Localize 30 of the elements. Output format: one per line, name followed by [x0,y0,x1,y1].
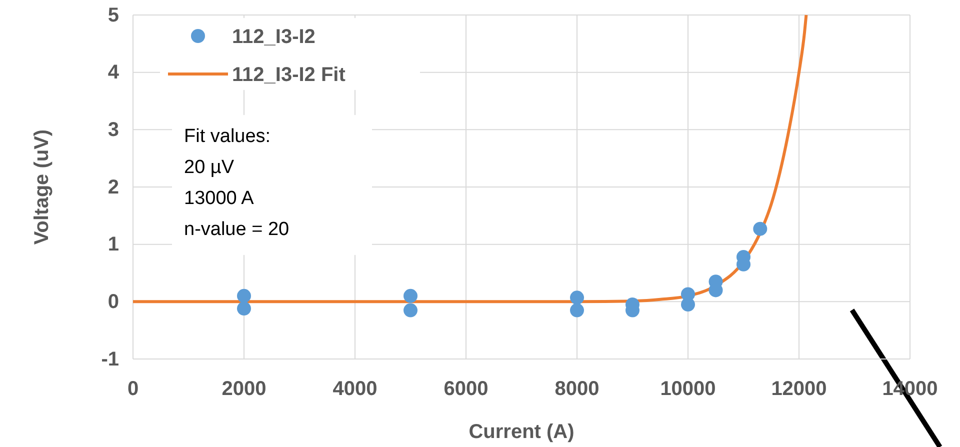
annotation: 20 µV [184,157,234,178]
point [570,303,584,318]
x-tick-label: 12000 [771,378,827,400]
x-axis-title: Current (A) [468,421,574,443]
x-tick-label: 10000 [660,378,716,400]
point [570,290,584,305]
y-tick-label: 5 [108,4,119,26]
point [237,288,251,303]
y-axis-title: Voltage (uV) [31,129,53,245]
point [237,302,251,316]
y-tick-label: 4 [108,62,120,84]
point [681,298,695,312]
annotation: Fit values: [184,126,271,147]
y-tick-label: 0 [108,291,119,314]
point [404,288,418,303]
y-tick-label: 1 [108,234,119,256]
y-tick-label: 2 [108,176,119,198]
annotation: 13000 A [184,188,254,209]
x-tick-label: 0 [127,378,139,400]
x-tick-label: 2000 [222,378,266,400]
point [753,222,768,236]
x-tick-label: 8000 [554,378,600,400]
x-tick-label: 6000 [444,378,488,400]
legend-label: 112_I3-I2 Fit [232,64,346,86]
annotation: n-value = 20 [184,219,290,240]
x-tick-label: 4000 [332,378,378,400]
y-tick-label: 3 [108,119,119,142]
y-tick-label: -1 [101,348,119,370]
legend-label: 112_I3-I2 [232,26,316,48]
point [404,303,418,318]
